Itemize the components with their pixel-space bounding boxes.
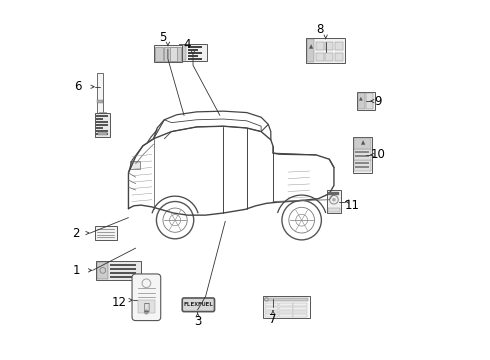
- Bar: [96, 133, 108, 135]
- Text: 6: 6: [74, 80, 82, 93]
- Bar: [188, 52, 202, 54]
- Bar: [97, 261, 141, 280]
- Bar: [294, 307, 307, 310]
- Bar: [307, 39, 314, 62]
- Bar: [355, 154, 369, 157]
- Bar: [179, 44, 207, 61]
- Bar: [279, 314, 293, 317]
- Bar: [96, 118, 102, 120]
- Text: 10: 10: [370, 148, 385, 161]
- Bar: [110, 264, 136, 266]
- Bar: [327, 190, 341, 213]
- Bar: [325, 53, 333, 60]
- Bar: [129, 161, 140, 169]
- Bar: [188, 55, 198, 57]
- Bar: [265, 303, 278, 306]
- Bar: [95, 226, 117, 240]
- Bar: [138, 300, 155, 314]
- Bar: [358, 93, 365, 109]
- Bar: [279, 303, 293, 306]
- Text: 7: 7: [269, 312, 277, 326]
- Bar: [294, 303, 307, 306]
- Bar: [188, 46, 202, 48]
- Bar: [355, 162, 369, 164]
- Text: 12: 12: [111, 296, 126, 309]
- Bar: [357, 93, 375, 110]
- Bar: [98, 262, 108, 279]
- Bar: [155, 46, 163, 61]
- FancyBboxPatch shape: [99, 112, 106, 116]
- Bar: [265, 311, 278, 314]
- Bar: [173, 46, 181, 61]
- Text: 2: 2: [72, 226, 79, 239]
- Bar: [96, 115, 108, 117]
- Bar: [335, 53, 343, 60]
- Circle shape: [145, 310, 148, 314]
- Bar: [170, 46, 177, 61]
- Text: ✋: ✋: [144, 302, 149, 312]
- Bar: [355, 166, 369, 168]
- Bar: [153, 45, 182, 62]
- Bar: [328, 208, 340, 212]
- Text: 9: 9: [374, 95, 381, 108]
- Bar: [354, 161, 371, 171]
- Bar: [97, 100, 102, 103]
- Text: ▲: ▲: [309, 44, 313, 49]
- Text: ▲: ▲: [359, 95, 363, 100]
- Bar: [263, 296, 310, 319]
- Bar: [294, 311, 307, 314]
- Bar: [110, 272, 136, 274]
- Text: 5: 5: [159, 31, 166, 44]
- Bar: [110, 275, 136, 278]
- Text: 8: 8: [317, 23, 324, 36]
- Text: 11: 11: [344, 199, 359, 212]
- Bar: [265, 307, 278, 310]
- FancyBboxPatch shape: [132, 274, 161, 320]
- Text: FLEXFUEL: FLEXFUEL: [183, 302, 213, 307]
- Bar: [96, 124, 108, 126]
- Bar: [98, 132, 107, 135]
- Bar: [96, 121, 108, 123]
- Bar: [325, 42, 333, 50]
- Bar: [265, 314, 278, 317]
- Bar: [335, 42, 343, 50]
- Bar: [110, 268, 136, 270]
- Bar: [354, 138, 371, 149]
- Bar: [96, 130, 108, 132]
- Bar: [188, 58, 202, 59]
- Bar: [96, 127, 102, 129]
- Text: 3: 3: [194, 315, 201, 328]
- Bar: [279, 311, 293, 314]
- Bar: [164, 46, 172, 61]
- Bar: [316, 42, 324, 50]
- Bar: [95, 113, 110, 137]
- Bar: [354, 149, 371, 160]
- Bar: [353, 137, 372, 173]
- Text: 1: 1: [73, 264, 80, 277]
- Bar: [97, 73, 102, 113]
- Bar: [180, 45, 186, 60]
- Text: 4: 4: [184, 38, 192, 51]
- Circle shape: [332, 198, 336, 202]
- Bar: [279, 307, 293, 310]
- Bar: [355, 151, 369, 153]
- Bar: [294, 314, 307, 317]
- Bar: [306, 38, 345, 63]
- Bar: [264, 298, 309, 301]
- Bar: [188, 49, 198, 51]
- Text: ▲: ▲: [361, 141, 365, 146]
- FancyBboxPatch shape: [182, 298, 215, 312]
- Bar: [316, 53, 324, 60]
- Bar: [366, 93, 373, 109]
